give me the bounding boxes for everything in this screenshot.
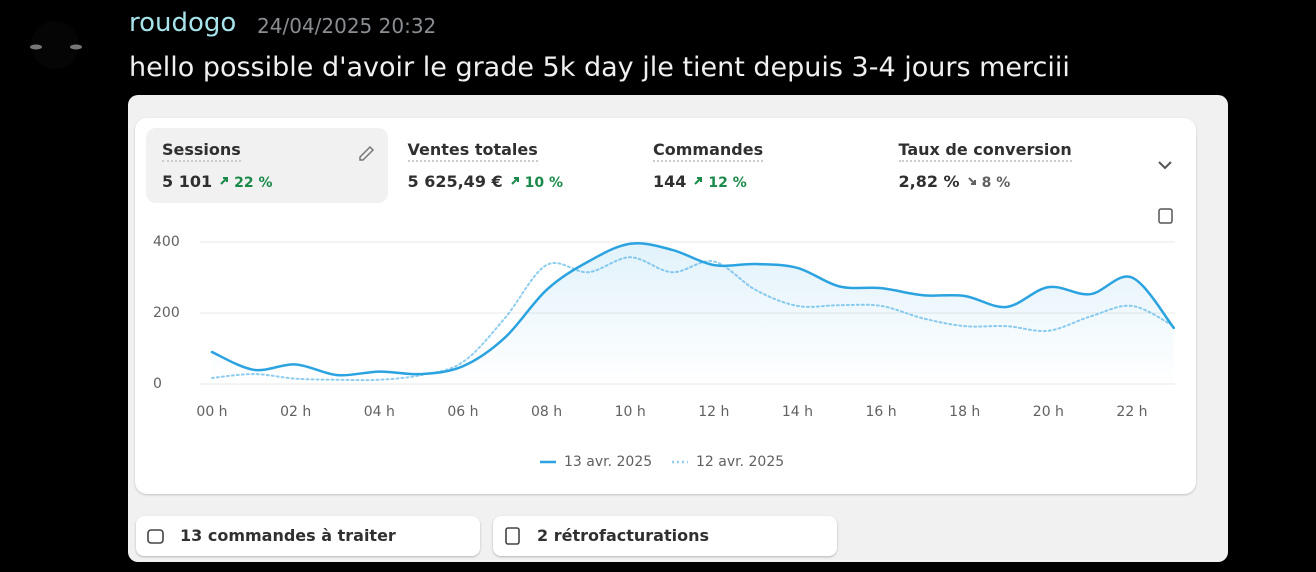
button[interactable]: 2 rétrofacturations (493, 516, 837, 556)
metric-change: 10 % (509, 175, 563, 191)
metric-card[interactable]: Ventes totales 5 625,49 € 10 % (392, 128, 634, 203)
arrow (220, 177, 229, 185)
change-text: 8 % (981, 175, 1011, 191)
avatar[interactable] (20, 20, 90, 70)
metric-value: 5 101 22 % (162, 172, 273, 191)
metric-change: 8 % (966, 175, 1011, 191)
x-tick-label: 00 h (196, 404, 227, 420)
metric-value: 144 12 % (653, 172, 747, 191)
change-text: 22 % (234, 175, 273, 191)
trend-arrow (220, 177, 229, 185)
clipboard-icon (505, 527, 520, 545)
trend-arrow (510, 177, 519, 185)
legend-label: 12 avr. 2025 (696, 454, 784, 470)
report-icon[interactable] (1158, 208, 1173, 224)
button[interactable]: 13 commandes à traiter (136, 516, 480, 556)
edit-icon[interactable] (359, 145, 375, 161)
change-text: 10 % (524, 175, 564, 191)
y-tick-label: 0 (153, 376, 162, 392)
x-tick-label: 22 h (1116, 404, 1147, 420)
legend-label: 13 avr. 2025 (564, 454, 652, 470)
metric-number: 5 625,49 € (407, 172, 503, 191)
metric-card[interactable]: Sessions 5 101 22 % (146, 128, 388, 203)
arrow (694, 177, 703, 185)
x-tick-label: 12 h (698, 404, 729, 420)
metric-value: 2,82 % 8 % (899, 172, 1011, 191)
metric-number: 2,82 % (898, 172, 960, 191)
x-tick-label: 02 h (280, 404, 311, 420)
x-tick-label: 10 h (615, 404, 646, 420)
area (212, 243, 1174, 384)
x-tick-label: 16 h (866, 404, 897, 420)
username[interactable]: roudogo (129, 8, 237, 38)
metric-label: Sessions (162, 140, 241, 162)
metric-card[interactable]: Commandes 144 12 % (637, 128, 879, 203)
y-tick-label: 200 (153, 305, 180, 321)
trend-arrow (967, 177, 976, 185)
metric-number: 5 101 (162, 172, 213, 191)
metric-label: Taux de conversion (898, 140, 1072, 162)
metric-label: Commandes (653, 140, 764, 162)
x-tick-label: 14 h (782, 404, 813, 420)
y-tick-label: 400 (153, 234, 180, 250)
x-tick-label: 04 h (364, 404, 395, 420)
message-text: hello possible d'avoir le grade 5k day j… (129, 52, 1070, 83)
series-line (210, 242, 1176, 377)
change-text: 12 % (708, 175, 747, 191)
metric-number: 144 (653, 172, 687, 191)
arrow (510, 177, 519, 185)
x-tick-label: 08 h (531, 404, 562, 420)
x-tick-label: 06 h (447, 404, 478, 420)
timestamp: 24/04/2025 20:32 (257, 14, 437, 38)
trend-arrow (694, 177, 703, 185)
metric-label: Ventes totales (407, 140, 538, 162)
collapse-icon[interactable] (1158, 161, 1172, 170)
arrow (967, 177, 976, 185)
x-tick-label: 18 h (949, 404, 980, 420)
inbox-icon (147, 529, 164, 544)
metric-change: 22 % (218, 175, 273, 191)
metric-change: 12 % (692, 175, 747, 191)
metric-card[interactable]: Taux de conversion 2,82 % 8 % (883, 128, 1125, 203)
x-tick-label: 20 h (1033, 404, 1064, 420)
metric-value: 5 625,49 € 10 % (408, 172, 564, 191)
